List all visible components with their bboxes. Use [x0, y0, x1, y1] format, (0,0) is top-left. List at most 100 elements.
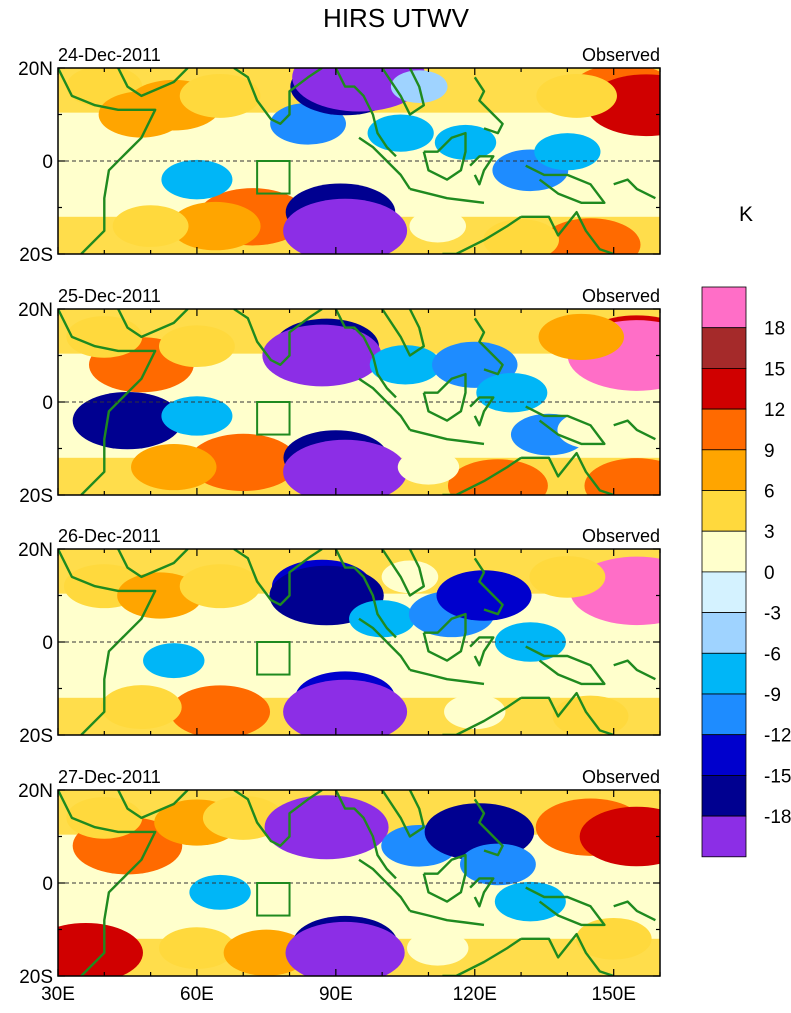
coastline: [409, 428, 485, 446]
colorbar-label: -3: [764, 604, 781, 625]
anomaly-contour: [575, 917, 652, 960]
coastline: [409, 909, 485, 927]
coastline: [521, 211, 615, 254]
coastline: [58, 790, 157, 976]
anomaly-contour: [170, 685, 271, 735]
anomaly-contour: [536, 73, 617, 118]
coastline: [233, 309, 323, 366]
coastline: [381, 549, 425, 597]
coastline: [521, 451, 615, 495]
colorbar-label: -18: [764, 807, 791, 828]
anomaly-contour: [459, 843, 536, 886]
lon-tick-label: 150E: [592, 984, 636, 1005]
coastline: [422, 853, 467, 903]
anomaly-contour: [538, 313, 625, 360]
anomaly-contour: [262, 324, 382, 387]
anomaly-contour: [72, 391, 183, 450]
colorbar-swatch: [701, 693, 747, 736]
anomaly-contour: [579, 806, 660, 867]
colorbar-label: 12: [764, 400, 785, 421]
anomaly-contour: [447, 459, 548, 495]
anomaly-contour: [349, 600, 416, 638]
colorbar-label: 9: [764, 441, 775, 462]
anomaly-contour: [158, 325, 235, 368]
colorbar-swatch: [701, 449, 747, 491]
map-panel: 20N 0 20S 24-Dec-2011 Observed: [18, 45, 661, 266]
coastline: [117, 790, 189, 820]
coastline: [58, 68, 157, 254]
anomaly-contour: [71, 161, 138, 199]
anomaly-contour: [264, 795, 389, 860]
field: [58, 790, 660, 976]
anomaly-contour: [161, 159, 233, 200]
coastline: [334, 309, 397, 399]
colorbar-label: 6: [764, 482, 775, 503]
anomaly-contour: [444, 694, 506, 730]
anomaly-contour: [407, 930, 469, 966]
coastline: [358, 377, 411, 431]
coastline: [525, 405, 606, 446]
coastline: [358, 617, 411, 671]
coastline: [58, 309, 157, 495]
coastline: [422, 372, 467, 422]
colorbar-swatch: [701, 286, 747, 329]
coastline: [442, 456, 522, 495]
colorbar: K 18 15 12 9 6 3 0 -3 -6 -9 -12 -15 -18: [701, 203, 791, 858]
panel-label: Observed: [582, 286, 660, 306]
colorbar-swatch: [701, 734, 747, 776]
coastline: [469, 877, 495, 908]
reference-box: [256, 401, 291, 436]
coastline: [358, 858, 411, 912]
anomaly-contour: [409, 209, 467, 243]
anomaly-contour: [283, 679, 408, 735]
lat-tick-label: 20N: [18, 300, 53, 321]
lat-tick-label: 20N: [18, 781, 53, 802]
anomaly-contour: [58, 922, 143, 976]
colorbar-label: 18: [764, 319, 785, 340]
panel-date: 26-Dec-2011: [58, 526, 161, 546]
anomaly-contour: [285, 921, 405, 976]
anomaly-contour: [66, 316, 143, 358]
anomaly-contour: [223, 929, 310, 976]
colorbar-unit: K: [739, 203, 753, 226]
map-panel: 20N 0 20S 25-Dec-2011 Observed: [18, 286, 661, 507]
colorbar-swatch: [701, 490, 747, 532]
lon-tick-label: 90E: [319, 984, 353, 1005]
lat-tick-label: 20N: [18, 59, 53, 80]
anomaly-contour: [66, 797, 143, 839]
coastline: [473, 557, 504, 616]
lon-tick-label: 120E: [453, 984, 497, 1005]
colorbar-label: -15: [764, 766, 791, 787]
coastline: [469, 155, 495, 186]
lat-tick-label: 0: [42, 874, 53, 895]
reference-box: [256, 160, 291, 195]
coastline: [521, 691, 615, 735]
anomaly-contour: [143, 643, 205, 679]
anomaly-contour: [369, 345, 441, 385]
coastline: [473, 76, 504, 135]
lon-tick-label: 30E: [41, 984, 75, 1005]
colorbar-label: 3: [764, 522, 775, 543]
lon-tick-label: 60E: [180, 984, 214, 1005]
anomaly-contour: [397, 449, 460, 485]
coastline: [117, 309, 189, 339]
anomaly-contour: [188, 433, 299, 492]
coastline: [613, 659, 656, 681]
coastline: [381, 309, 425, 357]
coastline: [334, 549, 397, 639]
colorbar-label: 15: [764, 359, 785, 380]
reference-box: [256, 882, 291, 917]
colorbar-label: -9: [764, 685, 781, 706]
anomaly-contour: [101, 685, 182, 730]
lat-tick-label: 0: [42, 633, 53, 654]
lat-tick-label: 20N: [18, 540, 53, 561]
coastline: [117, 68, 189, 98]
colorbar-swatch: [701, 775, 747, 817]
coastline: [422, 131, 467, 181]
colorbar-label: -12: [764, 726, 791, 747]
coastline: [422, 612, 467, 662]
coastline: [525, 164, 606, 204]
anomaly-contour: [170, 201, 261, 251]
coastline: [613, 900, 656, 922]
